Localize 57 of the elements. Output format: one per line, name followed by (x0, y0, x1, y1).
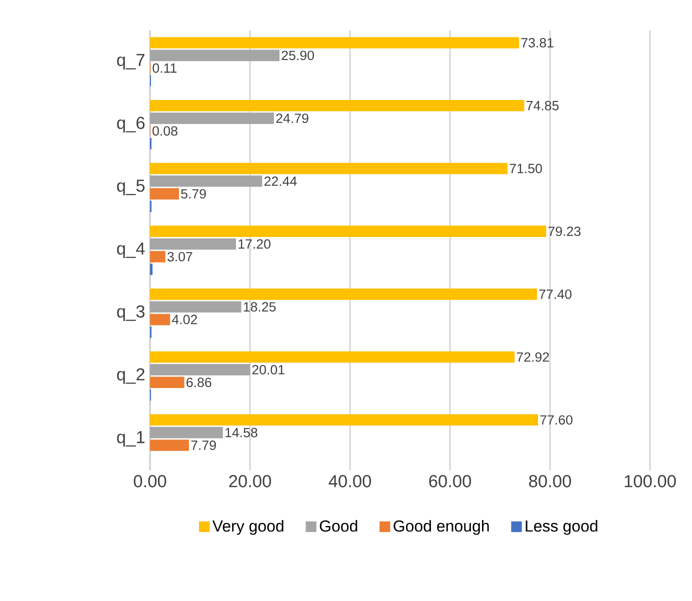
data-label: 74.85 (526, 100, 559, 110)
data-label: 72.92 (516, 352, 549, 362)
data-label: 5.79 (181, 189, 206, 199)
x-tick-label: 20.00 (229, 475, 272, 488)
data-label: 17.20 (238, 239, 270, 249)
data-label: 22.44 (264, 176, 297, 186)
bar (150, 364, 250, 376)
legend-label: Less good (526, 520, 598, 535)
data-label: 77.40 (539, 289, 572, 299)
data-label: 77.60 (540, 415, 572, 425)
y-tick-label: q_3 (117, 305, 145, 322)
bar (150, 162, 508, 174)
legend-label: Good enough (394, 520, 489, 535)
y-tick-label: q_1 (117, 431, 144, 447)
data-label: 79.23 (548, 226, 581, 236)
y-tick-label: q_6 (117, 116, 145, 132)
data-label: 71.50 (510, 164, 542, 174)
data-label: 0.08 (152, 126, 178, 136)
data-label: 6.86 (186, 378, 212, 388)
data-label: 20.01 (252, 365, 284, 374)
bar (150, 37, 520, 48)
x-tick-label: 80.00 (529, 475, 572, 488)
bar (150, 301, 242, 313)
x-tick-label: 60.00 (429, 475, 472, 488)
bar (150, 175, 262, 187)
bar (150, 414, 538, 426)
bar (150, 100, 524, 112)
data-label: 4.02 (172, 314, 197, 324)
legend-label: Very good (212, 520, 284, 535)
data-label: 3.07 (167, 252, 192, 262)
bar (150, 351, 515, 363)
data-label: 25.90 (282, 50, 314, 60)
bar (150, 288, 538, 300)
x-tick-label: 40.00 (328, 475, 372, 488)
data-label: 14.58 (226, 428, 258, 438)
bar (150, 238, 236, 250)
bar (150, 314, 170, 326)
bar (150, 188, 179, 200)
y-tick-label: q_2 (117, 368, 144, 384)
data-label: 73.81 (521, 38, 554, 48)
x-tick-label: 100.00 (624, 475, 676, 488)
y-tick-label: q_5 (117, 180, 145, 196)
data-label: 24.79 (276, 114, 308, 124)
data-label: 18.25 (244, 302, 276, 312)
bar (150, 251, 166, 262)
data-label: 0.11 (152, 63, 176, 73)
bar (150, 226, 546, 238)
y-tick-label: q_7 (117, 54, 144, 70)
bar (150, 50, 280, 62)
bar (150, 112, 274, 124)
bar (150, 426, 223, 438)
bar (150, 440, 189, 451)
legend-label: Good (320, 520, 358, 532)
x-tick-label: 0.00 (134, 475, 166, 488)
bar (150, 376, 184, 388)
y-tick-label: q_4 (117, 242, 145, 258)
data-label: 7.79 (191, 440, 216, 450)
